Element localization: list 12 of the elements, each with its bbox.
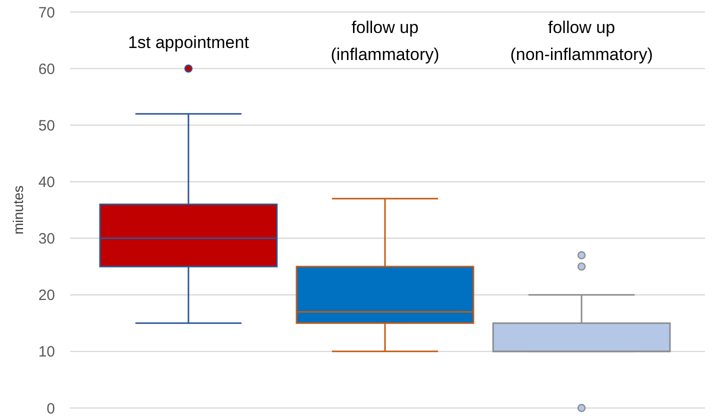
y-tick-label: 20	[38, 287, 55, 304]
y-tick-label: 60	[38, 60, 55, 78]
y-tick-label: 10	[38, 344, 55, 361]
x-tick-label: follow up (non-inflammatory)	[510, 18, 653, 64]
y-tick-label: 30	[38, 230, 55, 248]
x-tick-label: follow up (inflammatory)	[330, 18, 440, 64]
y-tick-label: 50	[38, 117, 55, 134]
x-tick-label: 1st appointment	[128, 33, 250, 52]
y-tick-label: 0	[46, 400, 55, 418]
y-axis-title: minutes	[10, 185, 26, 235]
y-tick-label: 40	[38, 174, 55, 191]
y-tick-label: 70	[38, 4, 55, 22]
